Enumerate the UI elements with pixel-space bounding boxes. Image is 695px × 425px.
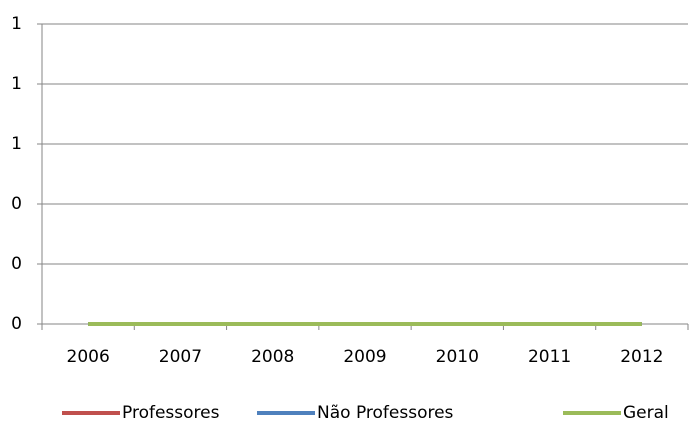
legend-label: Não Professores bbox=[317, 403, 454, 423]
y-tick-label: 1 bbox=[11, 134, 22, 154]
legend-label: Geral bbox=[623, 403, 669, 423]
y-tick-label: 1 bbox=[11, 14, 22, 34]
y-tick-label: 0 bbox=[11, 194, 22, 214]
legend-label: Professores bbox=[122, 403, 220, 423]
x-tick-label: 2009 bbox=[343, 347, 386, 367]
x-tick-label: 2008 bbox=[251, 347, 294, 367]
y-tick-label: 0 bbox=[11, 314, 22, 334]
x-tick-label: 2006 bbox=[67, 347, 110, 367]
y-tick-label: 0 bbox=[11, 254, 22, 274]
x-tick-label: 2007 bbox=[159, 347, 202, 367]
x-tick-label: 2010 bbox=[436, 347, 479, 367]
x-tick-label: 2011 bbox=[528, 347, 571, 367]
x-tick-label: 2012 bbox=[620, 347, 663, 367]
y-tick-label: 1 bbox=[11, 74, 22, 94]
